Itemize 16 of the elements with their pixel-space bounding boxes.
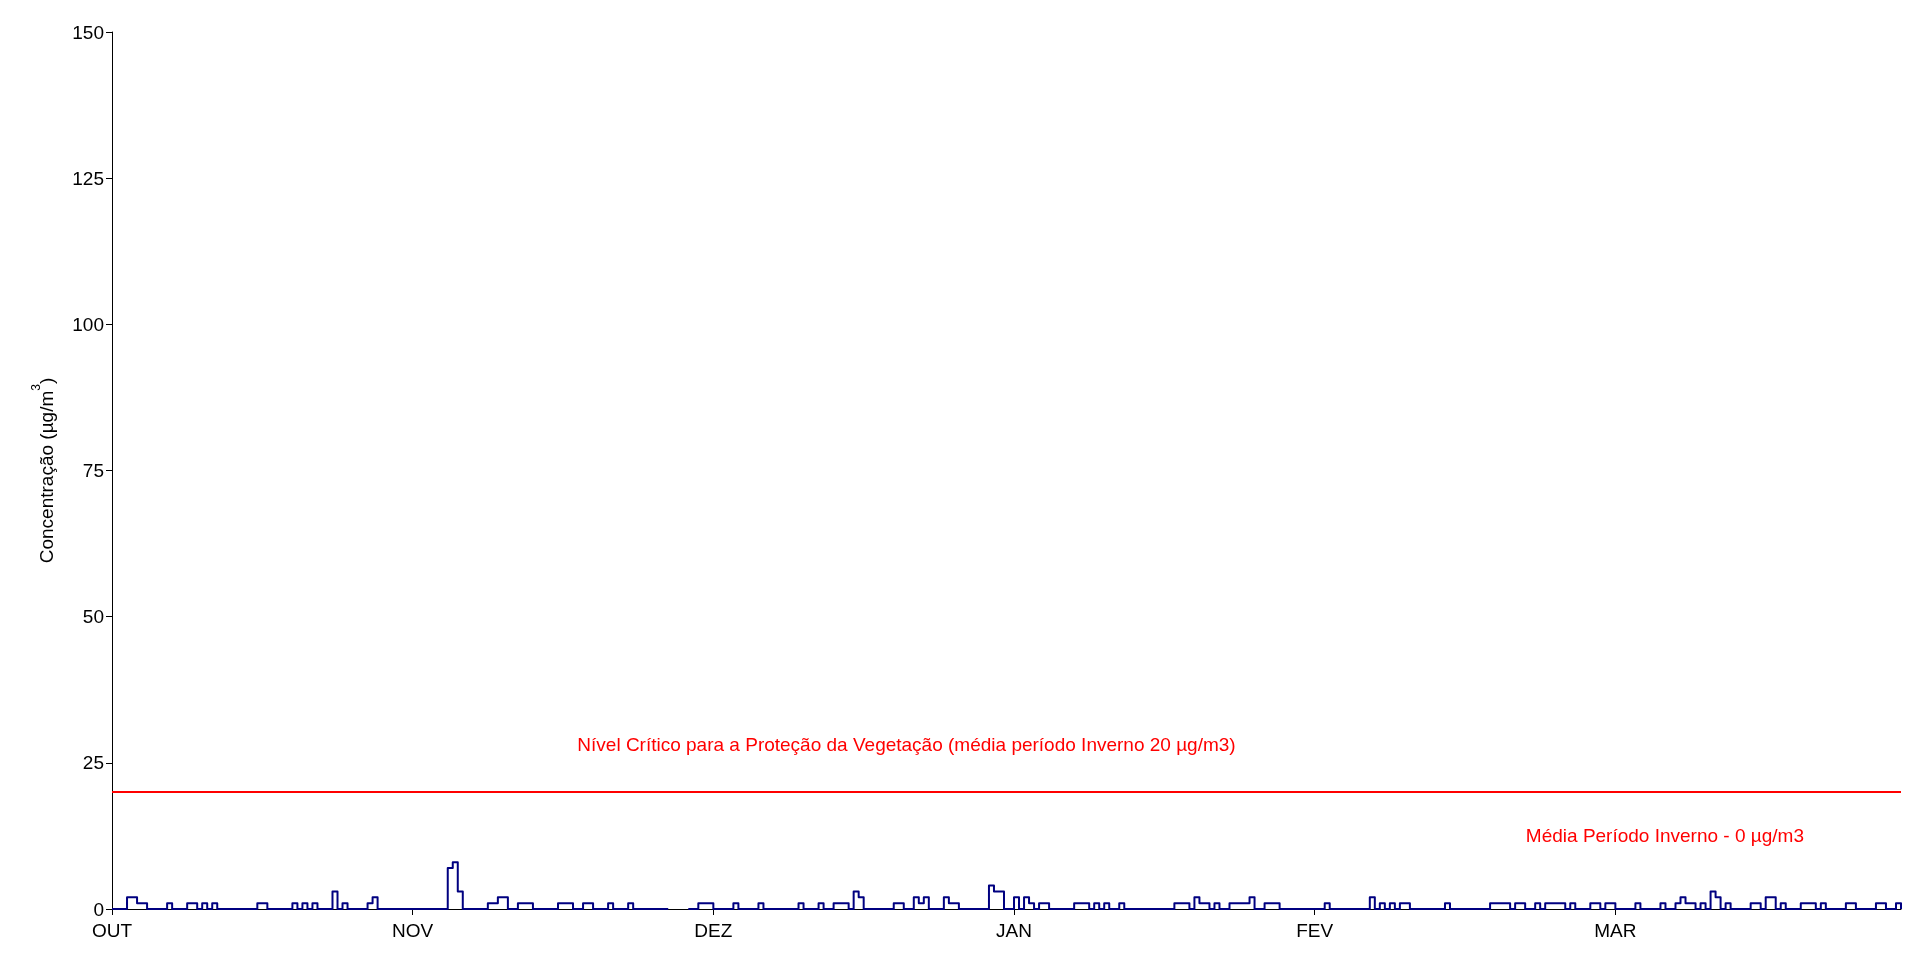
y-axis-title: Concentração (µg/m3): [29, 377, 57, 564]
x-tick-label: FEV: [1296, 920, 1334, 941]
x-tick-label: MAR: [1594, 920, 1637, 941]
y-tick-label: 125: [72, 167, 104, 189]
y-tick-label: 50: [82, 606, 104, 628]
y-tick-label: 100: [72, 313, 104, 335]
x-tick-label: OUT: [91, 920, 133, 941]
y-tick-label: 25: [82, 752, 104, 774]
annotation: Média Período Inverno - 0 µg/m3: [1525, 825, 1805, 846]
y-tick-label: 75: [82, 460, 104, 481]
ref-line-label: Nível Crítico para a Proteção da Vegetação (média período Inverno 20 µg/m3): [577, 734, 1236, 756]
x-tick-label: JAN: [996, 920, 1032, 941]
x-tick-label: DEZ: [694, 920, 733, 941]
x-tick-label: NOV: [392, 920, 434, 941]
y-tick-label: 150: [72, 21, 104, 43]
y-tick-label: 0: [93, 898, 104, 920]
